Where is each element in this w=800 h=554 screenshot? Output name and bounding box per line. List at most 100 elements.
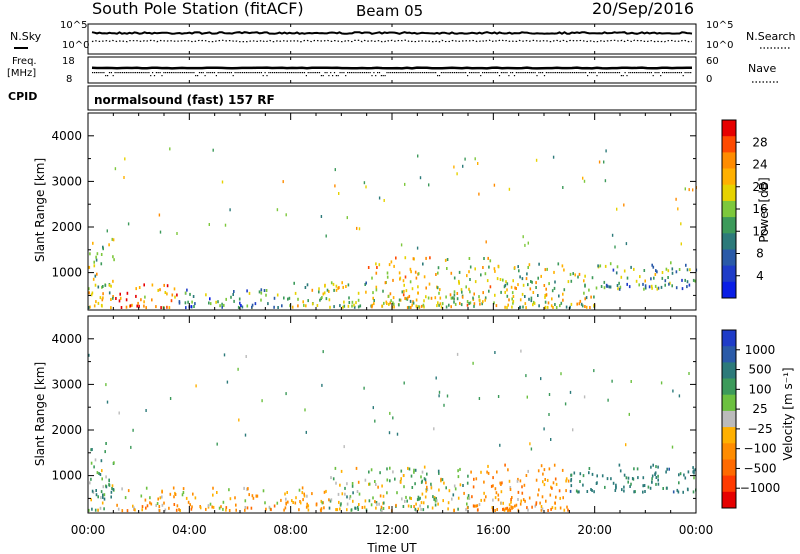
range-cell bbox=[338, 192, 340, 195]
power-colorbar-segment bbox=[722, 120, 736, 137]
range-cell bbox=[378, 263, 381, 267]
range-cell bbox=[194, 302, 196, 306]
range-cell bbox=[558, 294, 560, 298]
range-cell bbox=[96, 471, 99, 475]
nave-point bbox=[339, 72, 341, 74]
range-cell bbox=[457, 507, 459, 511]
range-cell bbox=[333, 305, 335, 309]
power-ytick-label: 3000 bbox=[51, 174, 82, 188]
range-cell bbox=[504, 305, 506, 309]
range-cell bbox=[382, 289, 384, 293]
range-cell bbox=[410, 474, 413, 478]
velocity-colorbar-segment bbox=[722, 475, 736, 493]
range-cell bbox=[410, 306, 412, 309]
range-cell bbox=[388, 431, 391, 435]
range-cell bbox=[386, 478, 389, 482]
range-cell bbox=[665, 470, 667, 474]
range-cell bbox=[222, 507, 224, 511]
range-cell bbox=[101, 501, 104, 505]
power-ytick-label: 1000 bbox=[51, 266, 82, 280]
range-cell bbox=[684, 187, 686, 191]
range-cell bbox=[477, 162, 479, 165]
range-cell bbox=[527, 283, 529, 287]
range-cell bbox=[379, 494, 382, 498]
range-cell bbox=[343, 304, 346, 308]
range-cell bbox=[616, 265, 619, 269]
range-cell bbox=[633, 467, 635, 471]
nave-point bbox=[500, 72, 502, 74]
nave-point bbox=[343, 72, 345, 74]
range-cell bbox=[411, 486, 414, 489]
range-cell bbox=[610, 477, 612, 481]
range-cell bbox=[609, 262, 612, 266]
nave-point bbox=[472, 72, 474, 74]
range-cell bbox=[475, 504, 477, 508]
range-cell bbox=[479, 302, 481, 306]
range-cell bbox=[590, 295, 592, 299]
range-cell bbox=[623, 485, 625, 489]
range-cell bbox=[483, 491, 485, 495]
range-cell bbox=[466, 274, 468, 278]
range-cell bbox=[671, 267, 674, 271]
range-cell bbox=[445, 305, 448, 309]
nsky-label: N.Sky bbox=[10, 30, 42, 43]
range-cell bbox=[655, 465, 657, 469]
range-cell bbox=[506, 282, 509, 286]
range-cell bbox=[496, 508, 498, 511]
nave-point bbox=[275, 72, 277, 74]
range-cell bbox=[466, 481, 469, 485]
nave-point bbox=[407, 72, 409, 74]
range-cell bbox=[528, 263, 531, 267]
range-cell bbox=[579, 299, 582, 303]
range-cell bbox=[352, 491, 354, 495]
range-cell bbox=[521, 485, 523, 489]
range-cell bbox=[392, 416, 394, 420]
nave-point bbox=[465, 72, 467, 74]
range-cell bbox=[406, 306, 409, 310]
range-cell bbox=[544, 300, 547, 304]
range-cell bbox=[146, 504, 149, 508]
range-cell bbox=[357, 298, 360, 302]
nave-point bbox=[110, 72, 112, 74]
nave-point bbox=[581, 72, 583, 74]
range-cell bbox=[575, 489, 578, 493]
range-cell bbox=[143, 300, 145, 304]
range-cell bbox=[358, 503, 360, 506]
range-cell bbox=[189, 292, 191, 296]
range-cell bbox=[557, 262, 560, 266]
range-cell bbox=[222, 500, 225, 504]
range-cell bbox=[451, 497, 453, 501]
nave-point bbox=[146, 72, 148, 74]
range-cell bbox=[554, 303, 556, 306]
range-cell bbox=[453, 165, 455, 169]
range-cell bbox=[404, 296, 406, 300]
range-cell bbox=[618, 463, 621, 467]
range-cell bbox=[158, 509, 161, 513]
nave-point bbox=[502, 72, 504, 74]
nave-point bbox=[142, 72, 144, 74]
range-cell bbox=[93, 264, 96, 268]
range-cell bbox=[168, 306, 171, 310]
nave-point bbox=[206, 72, 208, 74]
range-cell bbox=[504, 283, 507, 287]
range-cell bbox=[655, 476, 658, 479]
range-cell bbox=[686, 280, 689, 284]
nave-point bbox=[148, 72, 150, 74]
range-cell bbox=[346, 508, 348, 512]
range-cell bbox=[442, 499, 444, 503]
range-cell bbox=[125, 305, 128, 309]
range-cell bbox=[233, 299, 235, 303]
range-cell bbox=[381, 509, 383, 512]
range-cell bbox=[484, 272, 487, 276]
range-cell bbox=[248, 291, 251, 295]
nave-point bbox=[639, 72, 641, 74]
freq-label-line2: [MHz] bbox=[7, 68, 36, 79]
nave-point bbox=[309, 72, 311, 74]
range-cell bbox=[178, 301, 181, 305]
range-cell bbox=[542, 472, 544, 476]
range-cell bbox=[572, 272, 574, 276]
range-cell bbox=[586, 490, 589, 493]
nave-point bbox=[273, 72, 276, 74]
range-cell bbox=[684, 278, 686, 282]
range-cell bbox=[502, 507, 504, 511]
